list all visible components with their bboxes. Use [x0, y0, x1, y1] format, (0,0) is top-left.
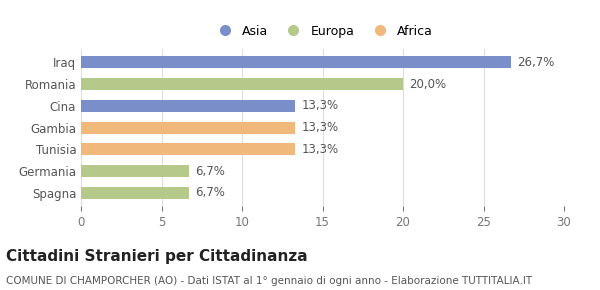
Text: Cittadini Stranieri per Cittadinanza: Cittadini Stranieri per Cittadinanza	[6, 249, 308, 264]
Text: 13,3%: 13,3%	[302, 121, 338, 134]
Text: 13,3%: 13,3%	[302, 99, 338, 112]
Text: 26,7%: 26,7%	[517, 56, 554, 69]
Bar	[81, 165, 189, 177]
Bar	[81, 100, 295, 112]
Bar	[81, 122, 295, 134]
Bar	[81, 187, 189, 199]
Bar	[81, 57, 511, 68]
Text: COMUNE DI CHAMPORCHER (AO) - Dati ISTAT al 1° gennaio di ogni anno - Elaborazion: COMUNE DI CHAMPORCHER (AO) - Dati ISTAT …	[6, 276, 532, 285]
Text: 13,3%: 13,3%	[302, 143, 338, 156]
Text: 6,7%: 6,7%	[196, 164, 225, 177]
Legend: Asia, Europa, Africa: Asia, Europa, Africa	[208, 21, 437, 41]
Bar	[81, 143, 295, 155]
Bar	[81, 78, 403, 90]
Text: 20,0%: 20,0%	[409, 78, 446, 91]
Text: 6,7%: 6,7%	[196, 186, 225, 199]
